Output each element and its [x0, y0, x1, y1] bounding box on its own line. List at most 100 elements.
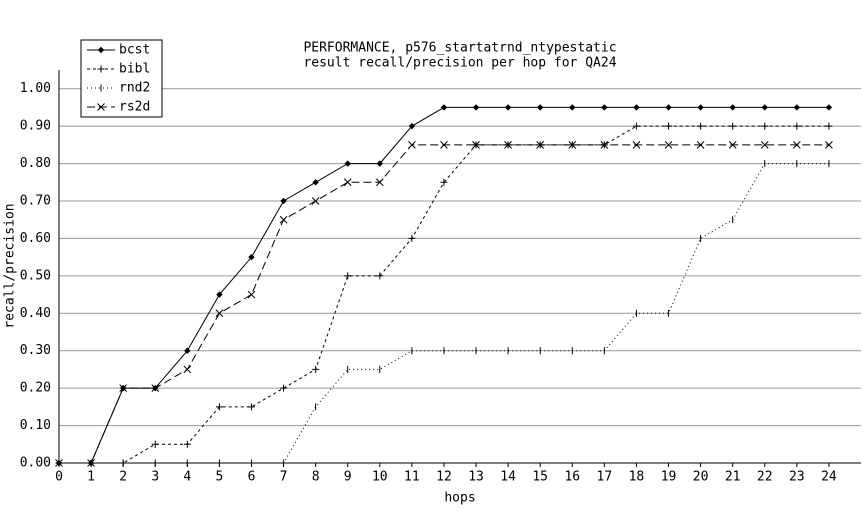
- data-point: [248, 253, 255, 261]
- x-tick-label: 22: [757, 470, 773, 485]
- data-point: [247, 403, 255, 411]
- data-point: [440, 178, 448, 186]
- data-point: [536, 141, 545, 149]
- data-point: [792, 141, 801, 149]
- data-point: [761, 104, 768, 111]
- data-point: [504, 141, 512, 149]
- x-tick-label: 13: [468, 470, 484, 485]
- data-point: [408, 141, 416, 149]
- x-tick-label: 4: [183, 470, 191, 485]
- data-point: [600, 141, 609, 149]
- data-point: [568, 141, 577, 149]
- data-point: [728, 141, 737, 149]
- legend-marker: [97, 103, 105, 111]
- x-tick-label: 15: [532, 470, 548, 485]
- data-point: [376, 160, 384, 167]
- x-tick-label: 11: [404, 470, 420, 485]
- chart-subtitle: result recall/precision per hop for QA24: [303, 56, 616, 71]
- x-axis-label: hops: [444, 491, 475, 506]
- legend-box: [80, 39, 163, 118]
- data-point: [729, 122, 737, 130]
- x-tick-label: 5: [215, 470, 223, 485]
- data-point: [440, 141, 448, 149]
- legend-marker: [97, 65, 105, 73]
- series-line: [59, 106, 829, 464]
- data-point: [664, 141, 673, 149]
- legend-label: bcst: [119, 43, 150, 58]
- data-point: [247, 290, 256, 299]
- data-point: [312, 179, 319, 186]
- data-point: [825, 141, 833, 149]
- data-point: [280, 384, 288, 392]
- y-tick-label: 1.00: [20, 81, 51, 96]
- x-tick-label: 6: [248, 470, 256, 485]
- data-point: [665, 122, 673, 130]
- data-point: [344, 272, 352, 280]
- y-tick-label: 0.50: [20, 268, 51, 283]
- x-tick-label: 8: [312, 470, 320, 485]
- data-point: [184, 347, 191, 354]
- data-point: [665, 104, 672, 111]
- data-point: [697, 104, 704, 111]
- legend-label: bibl: [119, 62, 150, 77]
- y-tick-label: 0.70: [20, 194, 51, 209]
- data-point: [55, 459, 63, 467]
- data-point: [216, 291, 223, 298]
- y-tick-label: 0.20: [20, 381, 51, 396]
- data-point: [440, 104, 448, 111]
- x-tick-label: 18: [629, 470, 645, 485]
- chart-title: PERFORMANCE, p576_startatrnd_ntypestatic: [303, 41, 616, 56]
- data-point: [761, 122, 769, 130]
- legend-label: rs2d: [119, 100, 150, 115]
- data-point: [632, 122, 640, 130]
- x-tick-label: 20: [693, 470, 709, 485]
- data-point: [151, 440, 159, 448]
- data-point: [825, 104, 833, 111]
- data-point: [311, 197, 320, 205]
- y-tick-label: 0.00: [20, 456, 51, 471]
- y-axis-label: recall/precision: [3, 203, 18, 328]
- data-point: [119, 384, 128, 392]
- x-tick-label: 24: [821, 470, 837, 485]
- data-point: [504, 104, 512, 111]
- data-point: [569, 104, 576, 111]
- data-point: [215, 309, 224, 318]
- y-tick-label: 0.40: [20, 306, 51, 321]
- data-point: [632, 141, 641, 149]
- x-tick-label: 21: [725, 470, 741, 485]
- data-point: [697, 122, 705, 130]
- y-tick-label: 0.60: [20, 231, 51, 246]
- data-point: [343, 178, 352, 187]
- data-point: [472, 104, 480, 111]
- data-point: [408, 122, 416, 130]
- data-point: [760, 141, 769, 149]
- x-tick-label: 3: [151, 470, 159, 485]
- legend-marker: [97, 46, 105, 54]
- data-point: [279, 215, 288, 224]
- data-point: [472, 141, 480, 149]
- data-point: [696, 141, 705, 149]
- x-tick-label: 0: [55, 470, 63, 485]
- x-tick-label: 7: [280, 470, 288, 485]
- data-point: [376, 272, 384, 280]
- x-tick-label: 19: [661, 470, 677, 485]
- series-line: [59, 144, 829, 464]
- data-point: [151, 384, 160, 392]
- data-point: [87, 459, 95, 467]
- y-tick-label: 0.30: [20, 343, 51, 358]
- data-point: [375, 178, 384, 187]
- data-point: [183, 440, 191, 448]
- x-tick-label: 14: [500, 470, 516, 485]
- data-point: [215, 403, 223, 411]
- data-point: [601, 104, 608, 111]
- data-point: [183, 365, 192, 374]
- x-tick-label: 10: [372, 470, 388, 485]
- y-tick-label: 0.90: [20, 119, 51, 134]
- x-tick-label: 17: [597, 470, 613, 485]
- legend-label: rnd2: [119, 81, 150, 96]
- x-tick-label: 1: [87, 470, 95, 485]
- data-point: [536, 104, 544, 111]
- data-point: [793, 104, 801, 111]
